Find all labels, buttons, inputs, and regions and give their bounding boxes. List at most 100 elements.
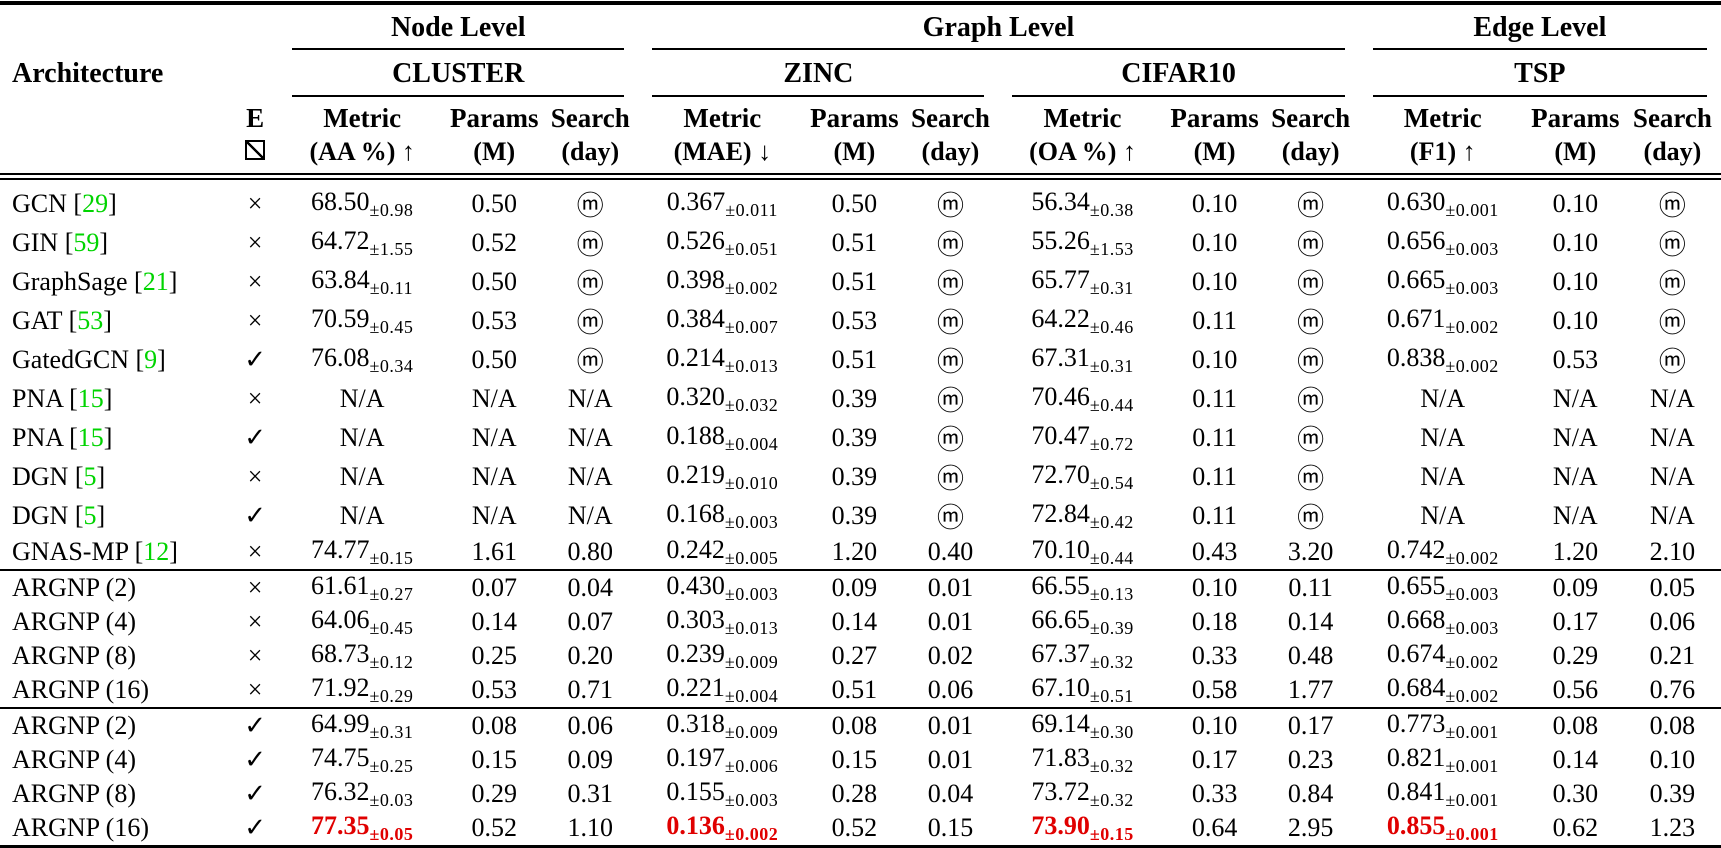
- metric-value: 76.32±0.03: [310, 777, 414, 810]
- std-dev: ±0.002: [724, 277, 779, 298]
- search-cost-value: 0.08: [1623, 707, 1721, 743]
- table-row: ARGNP (4) × 64.06±0.45 0.14 0.07 0.303±0.013 0…: [0, 605, 1721, 639]
- params-value: 0.10: [1166, 707, 1263, 743]
- params-value: 0.10: [1552, 188, 1599, 218]
- zinc-search-header: Search (day): [910, 103, 990, 166]
- params-value: 0.11: [1192, 305, 1237, 335]
- metric-value: 67.37±0.32: [1031, 639, 1134, 672]
- citation-link[interactable]: 5: [83, 500, 97, 530]
- params-value: 1.20: [1552, 537, 1599, 566]
- params-value: 0.39: [831, 383, 878, 413]
- architecture-cell: ARGNP (4): [12, 745, 136, 774]
- params-value: 0.10: [1552, 227, 1599, 257]
- std-dev: ±0.45: [369, 618, 414, 638]
- metric-value: N/A: [339, 461, 385, 491]
- dataset-zinc: ZINC: [638, 50, 998, 97]
- edge-enabled-check: ✓: [244, 500, 267, 530]
- architecture-cell: GCN [29]: [12, 188, 117, 218]
- metric-value: 0.668±0.003: [1386, 605, 1499, 638]
- table-row: ARGNP (2) × 61.61±0.27 0.07 0.04 0.430±0.003 0…: [0, 569, 1721, 605]
- metric-value: 55.26±1.53: [1031, 225, 1134, 259]
- citation-link[interactable]: 5: [83, 461, 97, 491]
- manual-design-icon: ⓜ: [1297, 464, 1325, 494]
- metric-value: 72.70±0.54: [1031, 459, 1134, 493]
- std-dev: ±0.31: [369, 722, 414, 742]
- dataset-tsp: TSP: [1359, 50, 1721, 97]
- manual-design-icon: ⓜ: [936, 464, 964, 494]
- table-row: PNA [15] ✓ N/A N/A N/A 0.188±0.004 0.39 ⓜ 70.47±…: [0, 418, 1721, 457]
- search-cost-value: 1.23: [1649, 813, 1696, 842]
- table-body: GCN [29] × 68.50±0.98 0.50 ⓜ 0.367±0.011 0.50 ⓜ…: [0, 177, 1721, 847]
- std-dev: ±0.27: [369, 584, 414, 604]
- architecture-cell: ARGNP (8): [12, 641, 136, 670]
- std-dev: ±0.003: [1445, 277, 1499, 298]
- std-dev: ±0.006: [724, 756, 779, 776]
- metric-value: N/A: [1420, 461, 1466, 491]
- citation-link[interactable]: 9: [144, 344, 158, 374]
- citation-link[interactable]: 12: [143, 537, 170, 566]
- cluster-metric-header: Metric (AA %) ↑: [309, 103, 415, 166]
- tsp-metric-header: Metric (F1) ↑: [1403, 103, 1482, 166]
- search-cost-value: 0.15: [927, 813, 974, 842]
- search-cost-value: 0.20: [567, 641, 614, 670]
- edge-enabled-check: ✓: [232, 707, 279, 743]
- search-cost-value: 0.48: [1287, 641, 1334, 670]
- citation-link[interactable]: 15: [77, 422, 104, 452]
- params-value: 0.15: [471, 745, 517, 774]
- level-edge: Edge Level: [1359, 3, 1721, 50]
- params-value: 0.51: [831, 266, 878, 296]
- std-dev: ±0.032: [724, 394, 779, 415]
- citation-link[interactable]: 29: [82, 188, 109, 218]
- search-cost-value: 0.10: [1649, 745, 1696, 774]
- dataset-header-row: Architecture CLUSTER ZINC CIFAR10 TSP: [0, 50, 1721, 97]
- metric-value: 70.10±0.44: [1031, 535, 1134, 568]
- citation-link[interactable]: 59: [73, 227, 100, 257]
- std-dev: ±0.004: [724, 433, 779, 454]
- metric-value: 66.65±0.39: [1031, 605, 1134, 638]
- std-dev: ±0.32: [1089, 790, 1134, 810]
- zinc-params-header: Params (M): [810, 103, 899, 166]
- cluster-search-header: Search (day): [550, 103, 630, 166]
- citation-link[interactable]: 15: [77, 383, 104, 413]
- std-dev: ±0.15: [1089, 824, 1134, 844]
- search-cost-value: 2.10: [1649, 537, 1696, 566]
- search-cost-value: N/A: [1650, 500, 1695, 530]
- std-dev: ±0.30: [1089, 722, 1134, 742]
- metric-value: 0.242±0.005: [666, 535, 779, 568]
- manual-design-icon: ⓜ: [936, 425, 964, 455]
- params-value: 0.15: [831, 745, 878, 774]
- metric-value: 0.318±0.009: [638, 707, 807, 743]
- search-cost-value: 0.71: [567, 675, 614, 704]
- search-cost-value: 0.04: [927, 779, 974, 808]
- metric-value: 0.303±0.013: [666, 605, 779, 638]
- citation-link[interactable]: 53: [77, 305, 104, 335]
- params-value: 0.39: [831, 422, 878, 452]
- architecture-cell: ARGNP (8): [12, 779, 136, 808]
- architecture-cell: ARGNP (16): [12, 813, 149, 842]
- std-dev: ±0.002: [724, 824, 779, 844]
- level-header-row: Node Level Graph Level Edge Level: [0, 3, 1721, 50]
- metric-value: 0.630±0.001: [1386, 186, 1499, 220]
- table-row: PNA [15] × N/A N/A N/A 0.320±0.032 0.39 ⓜ 70.46±…: [0, 379, 1721, 418]
- std-dev: ±0.51: [1089, 686, 1134, 706]
- metric-value: 71.92±0.29: [310, 673, 414, 706]
- metric-value: 77.35±0.05: [310, 811, 414, 844]
- params-value: 0.08: [1526, 707, 1624, 743]
- std-dev: ±0.009: [724, 652, 779, 672]
- metric-value: 64.06±0.45: [310, 605, 414, 638]
- metric-value: N/A: [339, 383, 385, 413]
- params-value: 0.09: [806, 569, 903, 605]
- params-value: 0.43: [1191, 537, 1238, 566]
- manual-design-icon: ⓜ: [1658, 230, 1686, 260]
- citation-link[interactable]: 21: [142, 266, 169, 296]
- search-cost-value: 0.01: [902, 569, 999, 605]
- manual-design-icon: ⓜ: [576, 191, 604, 221]
- metric-value: N/A: [339, 422, 385, 452]
- architecture-cell: ARGNP (4): [12, 607, 136, 636]
- search-cost-value: 1.10: [567, 813, 614, 842]
- params-value: 0.08: [806, 707, 903, 743]
- std-dev: ±0.004: [724, 686, 779, 706]
- params-value: 0.52: [471, 227, 517, 257]
- metric-value: 70.47±0.72: [1031, 420, 1134, 454]
- std-dev: ±0.45: [369, 316, 414, 337]
